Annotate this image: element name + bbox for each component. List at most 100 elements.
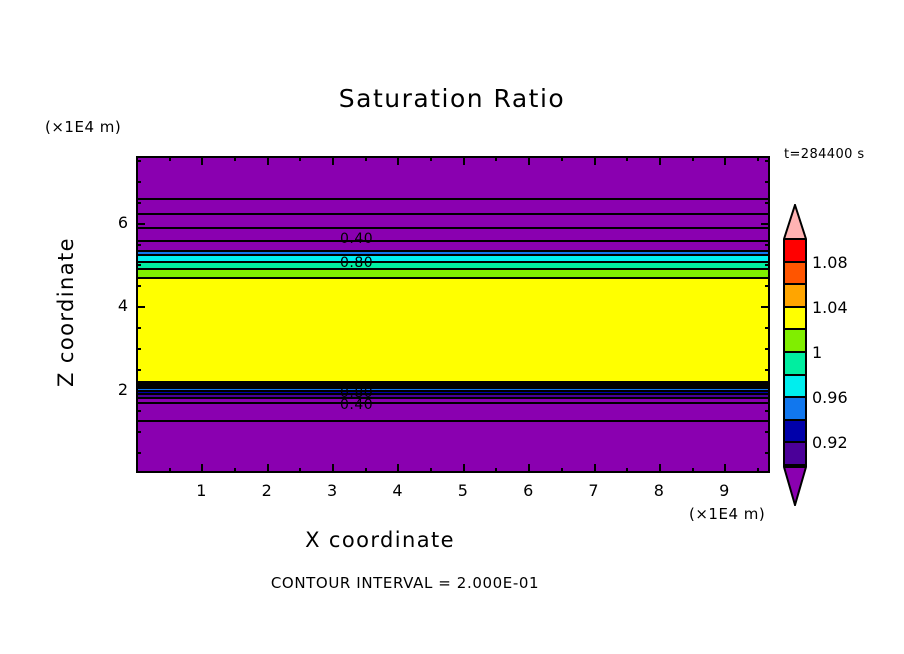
x-tick-major xyxy=(201,464,204,473)
contour-line xyxy=(138,396,768,399)
x-tick-minor xyxy=(756,468,759,473)
contour-line xyxy=(138,267,768,270)
y-tick-major xyxy=(761,389,770,392)
x-tick-major xyxy=(397,464,400,473)
contour-line xyxy=(138,419,768,422)
contour-line xyxy=(138,213,768,216)
y-tick-minor xyxy=(136,285,141,288)
x-tick-major xyxy=(593,464,596,473)
colorbar-segment xyxy=(783,353,807,376)
y-axis-unit-label: (×1E4 m) xyxy=(45,118,122,136)
contour-interval-caption: CONTOUR INTERVAL = 2.000E-01 xyxy=(270,574,540,592)
x-tick-major xyxy=(266,156,269,165)
page-title: Saturation Ratio xyxy=(338,84,566,113)
x-tick-label: 2 xyxy=(261,481,272,500)
contour-line xyxy=(138,387,768,390)
x-tick-minor xyxy=(756,156,759,161)
x-tick-label: 9 xyxy=(719,481,730,500)
x-tick-minor xyxy=(234,468,237,473)
y-tick-minor xyxy=(765,410,770,413)
colorbar-segment xyxy=(783,285,807,308)
colorbar-segment xyxy=(783,443,807,466)
colorbar-segment xyxy=(783,375,807,399)
x-tick-major xyxy=(266,464,269,473)
y-tick-minor xyxy=(136,452,141,455)
colorbar-tick-label: 1 xyxy=(812,343,823,362)
x-tick-minor xyxy=(495,468,498,473)
y-tick-major xyxy=(761,222,770,225)
field-band xyxy=(138,388,768,391)
contour-line xyxy=(138,197,768,200)
contour-label: 0.40 xyxy=(340,231,374,247)
field-band xyxy=(138,158,768,252)
colorbar-segment xyxy=(783,307,807,331)
x-axis-unit-label: (×1E4 m) xyxy=(689,505,766,523)
field-band xyxy=(138,384,768,387)
y-tick-major xyxy=(136,389,145,392)
contour-label: 0.80 xyxy=(340,385,374,401)
timestamp-label: t=284400 s xyxy=(784,147,865,162)
y-tick-minor xyxy=(765,201,770,204)
y-tick-minor xyxy=(765,327,770,329)
colorbar-top-arrow xyxy=(782,201,808,240)
x-tick-label: 8 xyxy=(653,481,664,500)
x-tick-minor xyxy=(560,156,563,161)
y-tick-minor xyxy=(136,160,141,163)
x-tick-major xyxy=(724,464,727,473)
x-tick-minor xyxy=(626,468,629,473)
y-axis-title: Z coordinate xyxy=(54,237,78,387)
y-tick-minor xyxy=(136,181,141,184)
x-tick-minor xyxy=(430,468,433,473)
x-tick-major xyxy=(528,156,531,165)
y-tick-label: 2 xyxy=(117,379,128,399)
contour-label: 0.40 xyxy=(340,397,374,413)
y-tick-minor xyxy=(765,431,770,434)
colorbar xyxy=(782,201,808,509)
x-tick-minor xyxy=(168,468,171,473)
x-tick-minor xyxy=(168,156,171,161)
x-tick-major xyxy=(528,464,531,473)
contour-plot-area xyxy=(136,156,770,473)
x-axis-title: X coordinate xyxy=(305,528,455,552)
colorbar-tick-label: 1.08 xyxy=(812,252,848,272)
colorbar-bottom-arrow xyxy=(782,466,808,509)
colorbar-tick-label: 1.04 xyxy=(812,297,848,317)
y-tick-minor xyxy=(765,181,770,184)
x-tick-major xyxy=(462,156,465,165)
y-tick-label: 6 xyxy=(117,212,128,232)
contour-line xyxy=(138,402,768,405)
y-tick-minor xyxy=(765,452,770,455)
x-tick-major xyxy=(201,156,204,165)
contour-line xyxy=(138,253,768,256)
y-tick-major xyxy=(136,222,145,225)
x-tick-minor xyxy=(626,156,629,161)
contour-line xyxy=(138,389,768,392)
contour-line xyxy=(138,383,768,386)
contour-line xyxy=(138,261,768,264)
x-tick-label: 3 xyxy=(326,481,338,500)
x-tick-minor xyxy=(364,468,367,473)
colorbar-segment xyxy=(783,262,807,286)
x-tick-label: 6 xyxy=(523,481,534,500)
x-tick-major xyxy=(658,156,661,165)
saturation-field xyxy=(138,158,768,471)
y-tick-minor xyxy=(765,368,770,371)
contour-line xyxy=(138,250,768,253)
contour-line xyxy=(138,385,768,388)
x-tick-minor xyxy=(691,156,694,161)
x-tick-major xyxy=(724,156,727,165)
x-tick-minor xyxy=(430,156,433,161)
x-tick-minor xyxy=(234,156,237,161)
y-tick-major xyxy=(136,306,145,309)
colorbar-segment xyxy=(783,398,807,421)
x-tick-label: 7 xyxy=(588,481,599,500)
field-band xyxy=(138,268,768,279)
y-tick-minor xyxy=(136,327,141,329)
contour-line xyxy=(138,381,768,384)
y-tick-minor xyxy=(136,410,141,413)
colorbar-segment xyxy=(783,240,807,263)
y-tick-minor xyxy=(765,264,770,267)
x-tick-label: 5 xyxy=(457,481,468,500)
x-tick-minor xyxy=(691,468,694,473)
